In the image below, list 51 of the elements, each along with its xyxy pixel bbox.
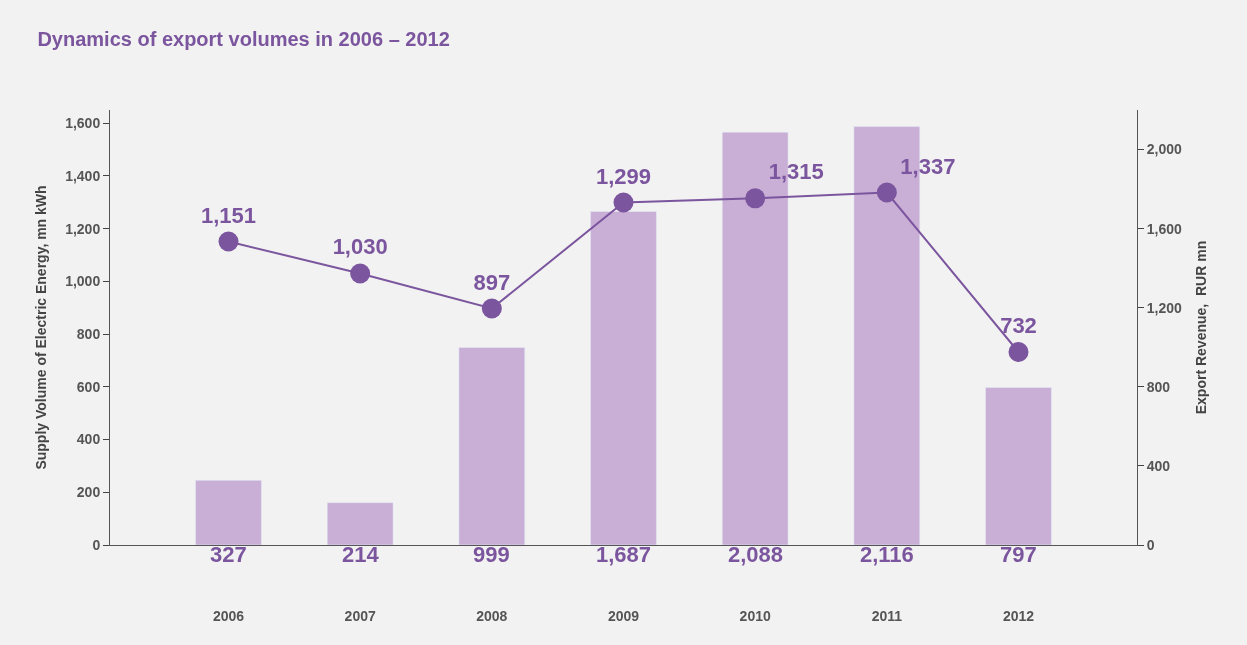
data-label: 1,337 bbox=[900, 153, 956, 179]
bar bbox=[195, 480, 262, 545]
data-label: 1,030 bbox=[332, 234, 388, 260]
x-tick-label: 2008 bbox=[476, 607, 508, 624]
bar bbox=[458, 347, 525, 545]
x-tick-label: 2011 bbox=[871, 607, 903, 624]
data-label: 897 bbox=[473, 269, 511, 295]
y-axis-title: Supply Volume of Electric Energy, mn kWh bbox=[32, 185, 49, 470]
x-tick-label: 2006 bbox=[212, 607, 245, 624]
point bbox=[350, 263, 371, 284]
data-label: 327 bbox=[210, 542, 247, 567]
point bbox=[876, 182, 897, 203]
y2-axis-title: Export Revenue, RUR mn bbox=[1193, 240, 1210, 415]
point bbox=[1008, 342, 1029, 363]
x-tick-label: 2009 bbox=[607, 607, 640, 624]
data-label: 214 bbox=[342, 542, 380, 567]
x-tick-label: 2012 bbox=[1002, 607, 1035, 624]
data-label: 1,315 bbox=[768, 159, 824, 185]
y2-tick-label: 0 bbox=[1146, 536, 1155, 553]
bar bbox=[985, 387, 1052, 545]
y-tick-label: 1,400 bbox=[65, 167, 101, 184]
chart-title: Dynamics of export volumes in 2006 – 2012 bbox=[37, 28, 450, 51]
y-tick-label: 0 bbox=[92, 536, 101, 553]
y2-tick-label: 1,600 bbox=[1146, 220, 1183, 237]
data-label: 1,299 bbox=[595, 163, 652, 189]
data-label: 1,687 bbox=[596, 542, 652, 567]
y2-tick-label: 1,200 bbox=[1146, 299, 1183, 316]
y-tick-label: 800 bbox=[76, 325, 101, 342]
bar bbox=[590, 211, 657, 545]
data-label: 2,116 bbox=[860, 542, 914, 567]
data-label: 797 bbox=[1000, 542, 1037, 567]
bar bbox=[327, 502, 394, 545]
data-label: 732 bbox=[1000, 313, 1037, 339]
y-tick-label: 600 bbox=[76, 378, 101, 395]
x-tick-label: 2010 bbox=[739, 607, 771, 624]
point bbox=[745, 188, 766, 209]
point bbox=[218, 231, 239, 252]
y-tick-label: 1,600 bbox=[65, 115, 101, 132]
y2-tick-label: 400 bbox=[1146, 457, 1171, 474]
y-tick-label: 1,200 bbox=[65, 220, 101, 237]
point bbox=[481, 298, 502, 319]
point bbox=[613, 192, 634, 213]
data-label: 2,088 bbox=[728, 542, 784, 567]
y-tick-label: 1,000 bbox=[65, 273, 101, 290]
y2-tick-label: 800 bbox=[1146, 378, 1171, 395]
data-label: 1,151 bbox=[200, 202, 257, 228]
y2-tick-label: 2,000 bbox=[1146, 141, 1183, 158]
y-tick-label: 200 bbox=[76, 484, 101, 501]
y-tick-label: 400 bbox=[76, 431, 101, 448]
x-tick-label: 2007 bbox=[344, 607, 376, 624]
data-label: 999 bbox=[473, 542, 510, 567]
